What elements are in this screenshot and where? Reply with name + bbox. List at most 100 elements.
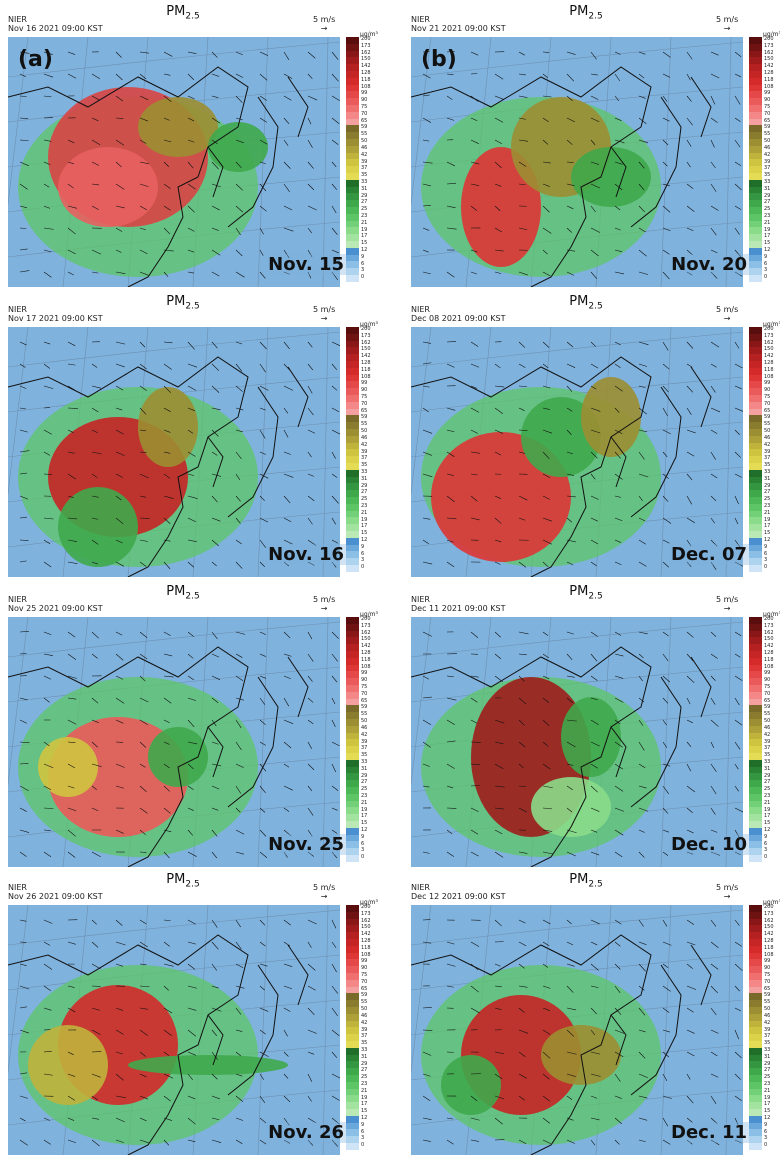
wind-arrow bbox=[495, 562, 501, 564]
wind-arrow bbox=[687, 920, 694, 925]
wind-arrow bbox=[663, 920, 667, 927]
wind-arrow bbox=[332, 118, 339, 124]
colorbar-tick-label: 23 bbox=[361, 214, 367, 219]
colorbar-segment bbox=[749, 959, 762, 966]
colorbar-tick-label: 23 bbox=[764, 794, 770, 799]
colorbar-segment bbox=[346, 119, 359, 126]
colorbar-tick-label: 128 bbox=[764, 71, 774, 76]
colorbar-tick-label: 21 bbox=[361, 511, 367, 516]
colorbar-segment bbox=[749, 112, 762, 119]
colorbar-tick-label: 59 bbox=[361, 125, 367, 130]
colorbar-tick-label: 70 bbox=[764, 402, 770, 407]
wind-arrow bbox=[332, 942, 336, 948]
colorbar-tick-label: 108 bbox=[361, 375, 371, 380]
wind-arrow bbox=[164, 342, 172, 343]
wind-arrow bbox=[735, 654, 740, 657]
colorbar-segment bbox=[749, 139, 762, 146]
wind-arrow bbox=[687, 986, 696, 990]
wind-arrow bbox=[20, 140, 28, 141]
colorbar-segment bbox=[346, 685, 359, 692]
wind-arrow bbox=[236, 562, 242, 569]
wind-arrow bbox=[188, 1140, 195, 1142]
colorbar-segment bbox=[346, 422, 359, 429]
wind-arrow bbox=[519, 342, 525, 348]
colorbar-tick-label: 31 bbox=[361, 767, 367, 772]
colorbar-tick-label: 29 bbox=[361, 774, 367, 779]
colorbar-tick-label: 142 bbox=[361, 644, 371, 649]
colorbar-segment bbox=[346, 409, 359, 416]
colorbar-tick-label: 118 bbox=[361, 658, 371, 663]
wind-arrow bbox=[447, 942, 454, 944]
panel-date: Dec. 10 bbox=[669, 834, 749, 855]
wind-arrow bbox=[164, 920, 171, 921]
colorbar-segment bbox=[749, 490, 762, 497]
wind-arrow bbox=[447, 986, 454, 987]
colorbar-segment bbox=[749, 987, 762, 994]
wind-arrow bbox=[447, 852, 454, 857]
colorbar-tick-label: 108 bbox=[764, 665, 774, 670]
colorbar-segment bbox=[346, 415, 359, 422]
colorbar-tick-label: 3 bbox=[764, 848, 767, 853]
panel-timestamp: Nov 26 2021 09:00 KST bbox=[8, 892, 103, 901]
pollution-region bbox=[58, 147, 158, 227]
wind-arrow bbox=[423, 250, 429, 252]
colorbar-tick-label: 65 bbox=[764, 119, 770, 124]
wind-arrow bbox=[711, 786, 716, 794]
colorbar-tick-label: 65 bbox=[361, 409, 367, 414]
panel-timestamp: Nov 25 2021 09:00 KST bbox=[8, 604, 103, 613]
colorbar-segment bbox=[346, 651, 359, 658]
wind-arrow bbox=[423, 228, 429, 230]
colorbar-segment bbox=[749, 1055, 762, 1062]
colorbar-segment bbox=[346, 207, 359, 214]
panel-date: Nov. 16 bbox=[266, 544, 346, 565]
colorbar-segment bbox=[346, 1116, 359, 1123]
colorbar-tick-label: 142 bbox=[764, 354, 774, 359]
wind-arrow bbox=[591, 272, 597, 279]
graticule-line bbox=[323, 327, 328, 577]
wind-arrow bbox=[44, 562, 51, 567]
wind-arrow bbox=[20, 271, 29, 272]
colorbar-segment bbox=[749, 497, 762, 504]
colorbar-segment bbox=[346, 64, 359, 71]
wind-arrow bbox=[236, 52, 243, 55]
colorbar-tick-label: 39 bbox=[764, 1028, 770, 1033]
graticule-line bbox=[258, 327, 268, 577]
colorbar-tick-label: 0 bbox=[361, 275, 364, 280]
colorbar-segment bbox=[346, 912, 359, 919]
colorbar-tick-label: 142 bbox=[764, 932, 774, 937]
wind-arrow bbox=[735, 364, 742, 368]
colorbar-tick-label: 70 bbox=[764, 980, 770, 985]
wind-arrow bbox=[423, 720, 431, 725]
wind-arrow bbox=[567, 676, 575, 677]
wind-arrow bbox=[615, 654, 623, 656]
wind-arrow bbox=[20, 430, 28, 432]
wind-arrow bbox=[284, 364, 290, 370]
wind-arrow bbox=[639, 852, 644, 858]
wind-arrow bbox=[735, 1074, 741, 1080]
colorbar-tick-label: 65 bbox=[764, 409, 770, 414]
colorbar-tick-label: 15 bbox=[361, 531, 367, 536]
colorbar-tick-label: 35 bbox=[764, 1041, 770, 1046]
wind-arrow bbox=[308, 808, 313, 816]
graticule-line bbox=[661, 37, 671, 287]
wind-arrow bbox=[188, 342, 195, 349]
colorbar-segment bbox=[346, 1109, 359, 1116]
wind-arrow bbox=[20, 364, 25, 368]
wind-arrow bbox=[260, 540, 266, 548]
colorbar-segment bbox=[749, 381, 762, 388]
wind-arrow bbox=[735, 720, 742, 725]
colorbar-segment bbox=[749, 848, 762, 855]
wind-arrow bbox=[639, 942, 646, 945]
colorbar-segment bbox=[749, 1027, 762, 1034]
colorbar-segment bbox=[346, 483, 359, 490]
colorbar-segment bbox=[749, 617, 762, 624]
colorbar-tick-label: 90 bbox=[764, 388, 770, 393]
colorbar-segment bbox=[749, 658, 762, 665]
wind-arrow bbox=[687, 518, 695, 523]
